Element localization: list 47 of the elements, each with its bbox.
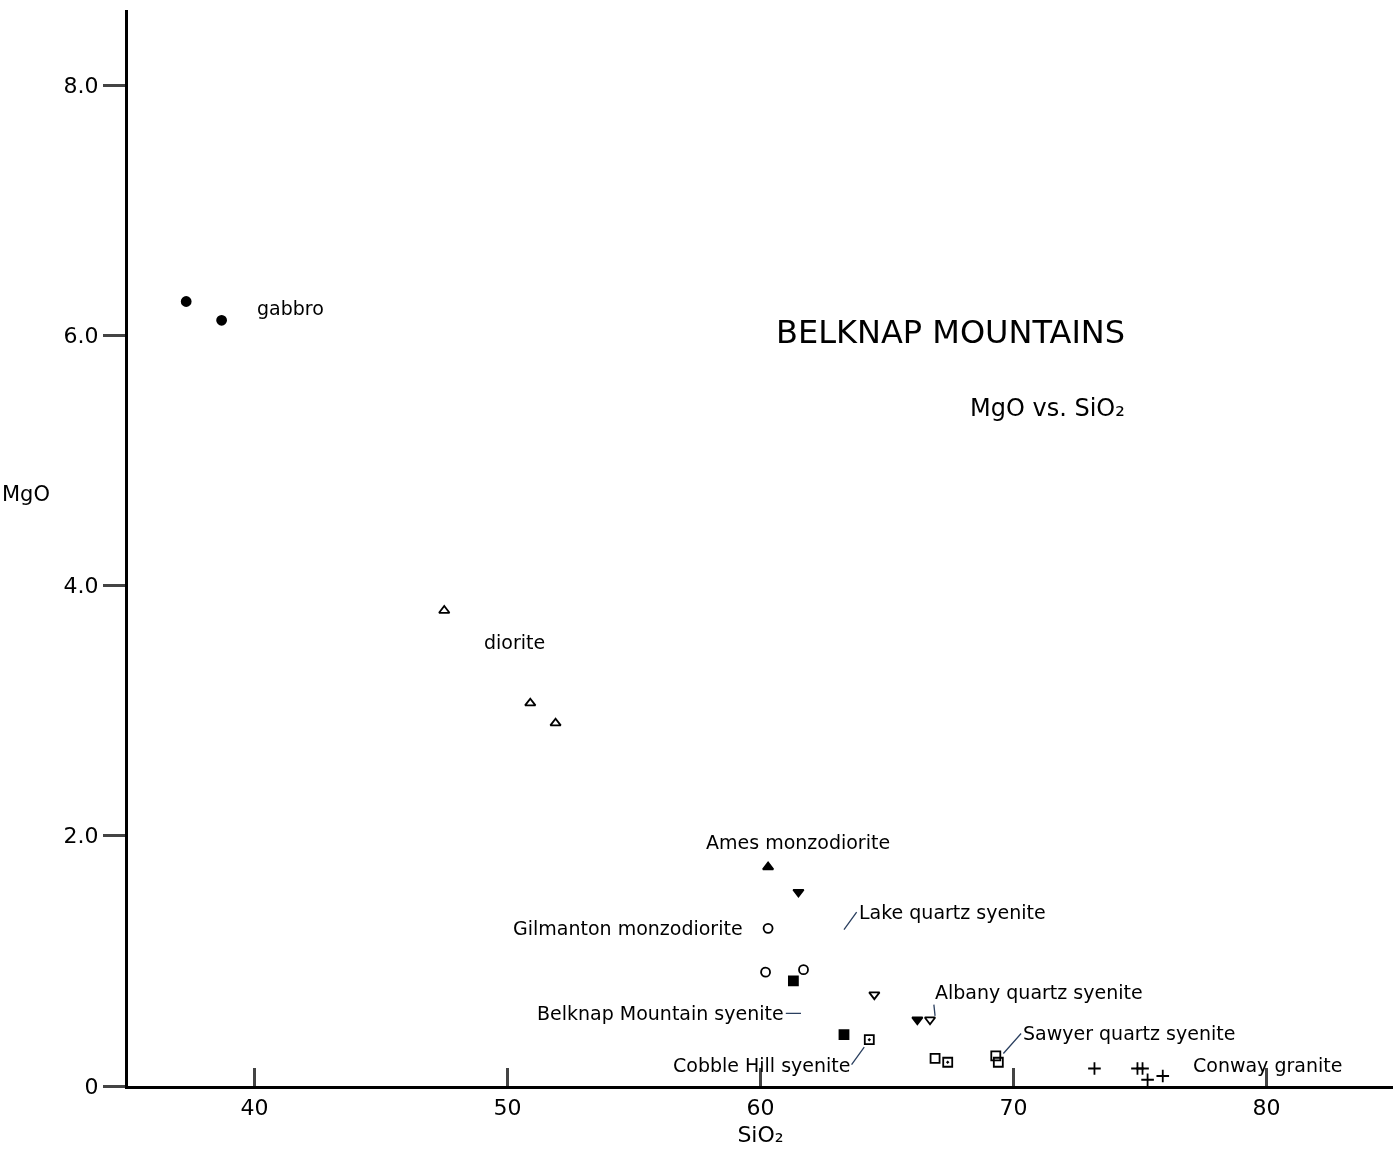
y-axis-title: MgO <box>2 482 50 506</box>
y-tick-label: 6.0 <box>63 323 99 348</box>
series-label: Belknap Mountain syenite <box>537 1002 784 1024</box>
point <box>929 1053 941 1064</box>
y-tick-label: 4.0 <box>63 573 99 599</box>
series-label: gabbro <box>257 297 324 319</box>
point <box>798 964 809 976</box>
point <box>180 296 192 307</box>
text: BELKNAP MOUNTAINS <box>776 313 1126 351</box>
series-label: Cobble Hill syenite <box>673 1054 851 1076</box>
x-tick-label: 70 <box>999 1095 1028 1121</box>
y-tick-label: 8.0 <box>63 72 99 98</box>
point <box>787 975 799 987</box>
point <box>216 314 228 326</box>
series-label: Gilmanton monzodiorite <box>513 917 743 939</box>
point <box>911 1016 924 1026</box>
text: MgO vs. SiO₂ <box>970 394 1125 422</box>
point <box>762 922 774 934</box>
x-tick-label: 60 <box>746 1095 775 1121</box>
point <box>868 991 881 1001</box>
point <box>992 1056 1004 1068</box>
y-tick-label: 2.0 <box>63 823 99 849</box>
point <box>1140 1072 1155 1086</box>
point <box>942 1056 954 1068</box>
point <box>761 861 775 871</box>
series-label: Ames monzodiorite <box>706 831 891 853</box>
text: Lake quartz syenite <box>859 901 1046 923</box>
x-tick-label: 50 <box>493 1095 522 1121</box>
text: diorite <box>484 631 546 653</box>
point <box>1155 1068 1170 1084</box>
point <box>1135 1061 1150 1076</box>
point <box>792 888 805 898</box>
point <box>923 1016 937 1026</box>
x-tick-label: 80 <box>1252 1095 1281 1121</box>
y-tick-label: 0 <box>84 1073 99 1099</box>
point <box>863 1034 875 1046</box>
point <box>760 966 771 978</box>
point <box>549 717 562 727</box>
point <box>990 1050 1002 1062</box>
point <box>1087 1061 1102 1076</box>
point <box>524 697 537 707</box>
series-label: Albany quartz syenite <box>935 981 1143 1003</box>
series-label: Sawyer quartz syenite <box>1023 1022 1236 1044</box>
series-label: Conway granite <box>1193 1054 1343 1076</box>
point <box>838 1029 850 1041</box>
x-axis-title: SiO₂ <box>737 1122 784 1148</box>
x-tick-label: 40 <box>240 1095 269 1121</box>
